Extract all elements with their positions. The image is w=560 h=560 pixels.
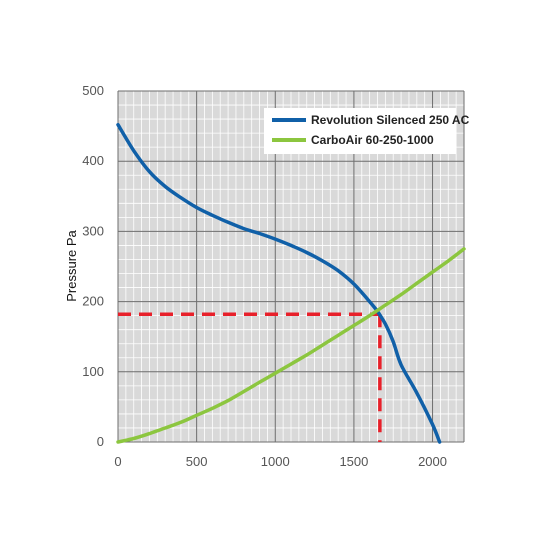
legend-label-carboair: CarboAir 60-250-1000 bbox=[311, 133, 434, 147]
y-axis-title: Pressure Pa bbox=[64, 229, 79, 301]
series-line-revolution-silenced-250-ac bbox=[116, 122, 442, 444]
x-tick-label: 1500 bbox=[339, 454, 368, 469]
y-tick-label: 500 bbox=[82, 83, 104, 98]
y-tick-label: 200 bbox=[82, 294, 104, 309]
x-tick-label: 500 bbox=[186, 454, 208, 469]
y-tick-label: 0 bbox=[97, 434, 104, 449]
series-line-carboair-60-250-1000 bbox=[116, 247, 466, 444]
y-tick-label: 100 bbox=[82, 364, 104, 379]
x-tick-label: 2000 bbox=[418, 454, 447, 469]
y-tick-labels: 0 100 200 300 400 500 bbox=[82, 83, 104, 449]
legend: Revolution Silenced 250 AC CarboAir 60-2… bbox=[264, 108, 470, 154]
legend-box bbox=[264, 108, 456, 154]
y-tick-label: 300 bbox=[82, 223, 104, 238]
minor-grid bbox=[118, 91, 464, 442]
series-layer bbox=[116, 122, 466, 444]
x-tick-labels: 0 500 1000 1500 2000 bbox=[114, 454, 447, 469]
legend-label-revolution: Revolution Silenced 250 AC bbox=[311, 113, 470, 127]
x-tick-label: 1000 bbox=[261, 454, 290, 469]
y-tick-label: 400 bbox=[82, 153, 104, 168]
x-tick-label: 0 bbox=[114, 454, 121, 469]
annotation-layer bbox=[118, 312, 382, 442]
